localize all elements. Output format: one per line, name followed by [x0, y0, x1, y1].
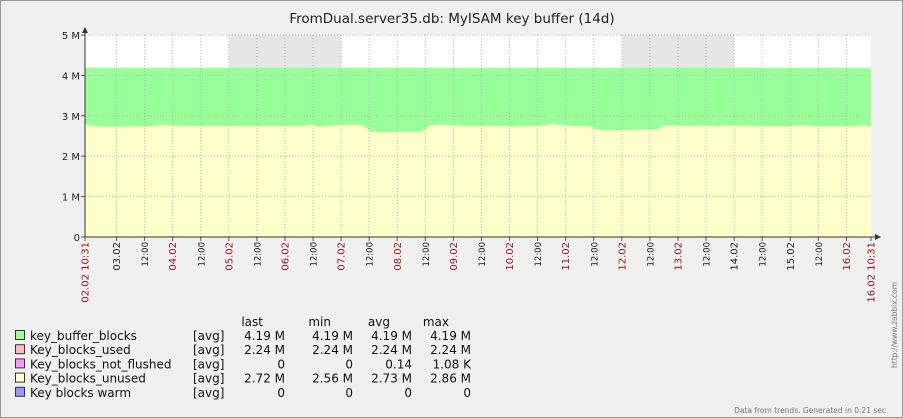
x-tick-label: 15.02 — [786, 242, 797, 271]
legend-last-value: 4.19 M — [244, 329, 285, 343]
x-tick-label: 12.02 — [617, 242, 628, 271]
x-tick-label: 12:00 — [478, 242, 488, 267]
y-tick-label: 4 M — [62, 71, 80, 82]
legend-header: max — [423, 315, 449, 329]
legend-avg-value: 2.24 M — [371, 343, 412, 357]
legend-max-value: 4.19 M — [430, 329, 471, 343]
legend-avg-value: 2.73 M — [371, 372, 412, 386]
x-tick-label: 14.02 — [730, 242, 741, 271]
x-tick-label: 12:00 — [646, 242, 656, 267]
legend-last-value: 2.24 M — [244, 343, 285, 357]
legend-min-value: 2.56 M — [312, 372, 353, 386]
x-tick-label: 12:00 — [815, 242, 825, 267]
x-tick-label: 16.02 10:31 — [867, 242, 878, 303]
legend-header: avg — [368, 315, 390, 329]
legend-header: min — [308, 315, 331, 329]
x-tick-label: 04.02 — [168, 242, 179, 271]
y-tick-label: 5 M — [62, 31, 80, 42]
legend-min-value: 4.19 M — [312, 329, 353, 343]
legend-swatch — [15, 358, 25, 369]
zabbix-watermark: http://www.zabbix.com — [890, 282, 899, 368]
legend-swatch — [15, 344, 25, 355]
x-tick-label: 12:00 — [759, 242, 769, 267]
x-tick-label: 11.02 — [561, 242, 572, 271]
legend-series-name: Key blocks warm — [30, 386, 131, 400]
x-tick-label: 06.02 — [280, 242, 291, 271]
x-tick-label: 05.02 — [224, 242, 235, 271]
legend-max-value: 0 — [463, 386, 471, 400]
x-axis-arrow — [875, 234, 881, 240]
x-tick-label: 12:00 — [141, 242, 151, 267]
footer-text: Data from trends. Generated in 0.21 sec — [734, 406, 886, 415]
legend-swatch — [15, 386, 25, 397]
chart-title: FromDual.server35.db: MyISAM key buffer … — [289, 11, 614, 27]
legend-last-value: 0 — [277, 386, 285, 400]
y-tick-label: 2 M — [62, 152, 80, 163]
legend-max-value: 2.86 M — [430, 372, 471, 386]
legend-max-value: 1.08 K — [433, 357, 473, 371]
legend-swatch — [15, 372, 25, 383]
x-tick-label: 02.02 10:31 — [81, 242, 92, 303]
x-tick-label: 12:00 — [422, 242, 432, 267]
legend-series-name: Key_blocks_unused — [30, 372, 146, 386]
legend-avg-value: 4.19 M — [371, 329, 412, 343]
legend-func: [avg] — [193, 372, 224, 386]
legend-series-name: Key_blocks_used — [30, 343, 131, 357]
x-tick-label: 12:00 — [310, 242, 320, 267]
x-tick-label: 12:00 — [366, 242, 376, 267]
legend-last-value: 2.72 M — [244, 372, 285, 386]
legend-min-value: 2.24 M — [312, 343, 353, 357]
y-tick-label: 1 M — [62, 193, 80, 204]
legend-swatch — [15, 330, 25, 340]
y-axis-arrow — [82, 27, 88, 33]
legend-func: [avg] — [193, 329, 224, 343]
legend-min-value: 0 — [345, 357, 353, 371]
legend-min-value: 0 — [345, 386, 353, 400]
area-key-blocks-unused — [85, 124, 871, 237]
x-tick-label: 09.02 — [449, 242, 460, 271]
y-tick-label: 3 M — [62, 112, 80, 123]
x-tick-label: 10.02 — [505, 242, 516, 271]
legend-series-name: Key_blocks_not_flushed — [30, 357, 172, 371]
x-tick-label: 08.02 — [393, 242, 404, 271]
legend-series-name: key_buffer_blocks — [30, 329, 137, 343]
legend-func: [avg] — [193, 357, 224, 371]
legend-max-value: 2.24 M — [430, 343, 471, 357]
legend-func: [avg] — [193, 386, 224, 400]
x-tick-label: 12:00 — [534, 242, 544, 267]
x-tick-label: 12:00 — [253, 242, 263, 267]
legend-func: [avg] — [193, 343, 224, 357]
legend-last-value: 0 — [277, 357, 285, 371]
legend-avg-value: 0 — [404, 386, 412, 400]
legend-header: last — [241, 315, 263, 329]
y-tick-label: 0 — [74, 233, 80, 244]
x-tick-label: 13.02 — [673, 242, 684, 271]
legend-avg-value: 0.14 — [385, 357, 412, 371]
x-tick-label: 07.02 — [337, 242, 348, 271]
x-tick-label: 03.02 — [112, 242, 123, 271]
x-tick-label: 12:00 — [197, 242, 207, 267]
x-tick-label: 12:00 — [703, 242, 713, 267]
x-tick-label: 16.02 — [842, 242, 853, 271]
x-tick-label: 12:00 — [590, 242, 600, 267]
